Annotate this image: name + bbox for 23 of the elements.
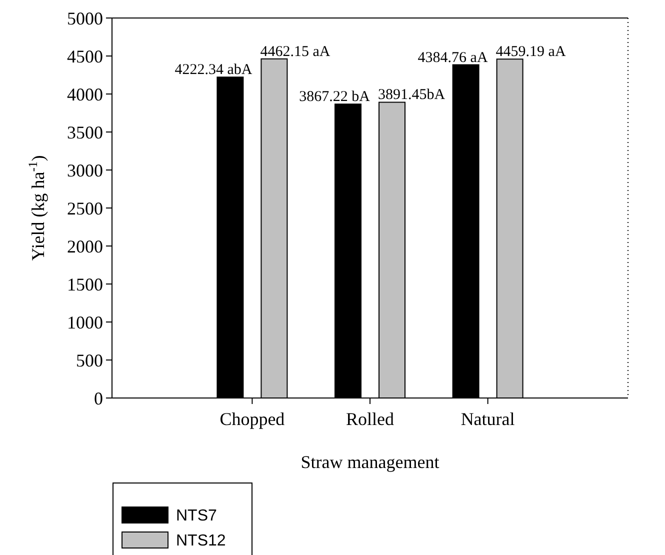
- legend-label: NTS7: [176, 508, 217, 525]
- data-label: 4384.76 aA: [418, 50, 488, 66]
- x-axis-title: Straw management: [300, 452, 440, 472]
- y-tick-label: 3500: [67, 122, 103, 142]
- data-label: 4459.19 aA: [496, 44, 566, 60]
- data-label: 3867.22 bA: [299, 89, 370, 106]
- y-tick-label: 4500: [67, 46, 103, 66]
- y-tick-label: 5000: [67, 8, 103, 28]
- y-tick-label: 2000: [67, 236, 103, 256]
- data-label: 4222.34 abA: [174, 62, 252, 78]
- y-tick-label: 3000: [67, 160, 103, 180]
- x-tick-label: Chopped: [220, 409, 285, 429]
- y-tick-label: 1500: [67, 274, 103, 294]
- x-tick-label: Natural: [460, 409, 515, 429]
- y-tick-label: 1000: [67, 312, 103, 332]
- x-tick-label: Rolled: [346, 409, 394, 429]
- y-tick-label: 0: [94, 388, 103, 408]
- y-tick-label: 500: [76, 350, 103, 370]
- data-label: 3891.45bA: [378, 87, 446, 104]
- y-tick-label: 2500: [67, 198, 103, 218]
- legend-label: NTS12: [176, 532, 226, 550]
- y-tick-label: 4000: [67, 84, 103, 104]
- data-label: 4462.15 aA: [260, 44, 330, 60]
